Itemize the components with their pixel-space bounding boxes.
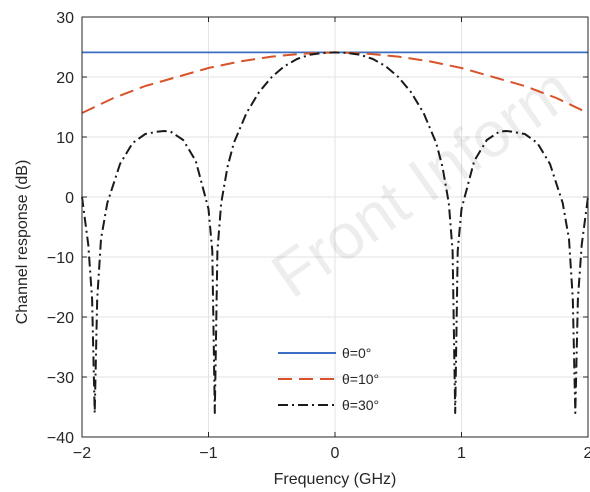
x-tick-label: −2 (73, 445, 91, 462)
legend-label: θ=30° (342, 397, 379, 413)
x-axis-label: Frequency (GHz) (274, 471, 397, 488)
legend: θ=0° θ=10° θ=30° (278, 345, 379, 413)
y-tick-label: 0 (65, 190, 74, 207)
series-line-3 (81, 51, 589, 414)
series-layer (81, 51, 589, 414)
y-tick-label: −30 (47, 370, 74, 387)
y-tick-label: −40 (47, 430, 74, 447)
x-tick-label: 0 (331, 445, 340, 462)
y-axis-label: Channel response (dB) (14, 160, 31, 325)
x-tick-label: 2 (584, 445, 590, 462)
legend-label: θ=0° (342, 345, 371, 361)
y-tick-label: 30 (56, 10, 74, 27)
y-tick-label: −10 (47, 250, 74, 267)
legend-label: θ=10° (342, 371, 379, 387)
y-tick-label: 20 (56, 70, 74, 87)
y-tick-label: −20 (47, 310, 74, 327)
x-tick-label: −1 (199, 445, 217, 462)
x-tick-label: 1 (457, 445, 466, 462)
y-tick-label: 10 (56, 130, 74, 147)
